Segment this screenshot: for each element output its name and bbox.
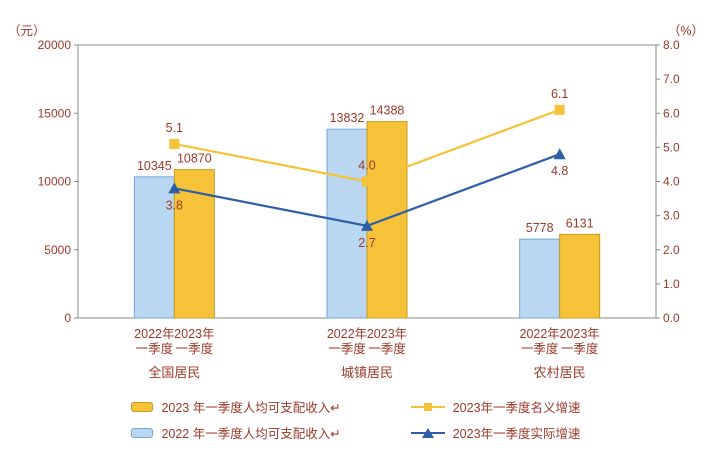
triangle-marker-icon xyxy=(168,182,181,194)
legend-item-real-growth: 2023年一季度实际增速 xyxy=(410,423,581,442)
bar-value-label: 6131 xyxy=(566,216,594,230)
legend-item-2023-income: 2023 年一季度人均可支配收入↵ xyxy=(131,397,341,416)
triangle-marker-icon xyxy=(553,148,566,160)
left-tick-label: 20000 xyxy=(38,38,72,52)
legend-label: 2022 年一季度人均可支配收入↵ xyxy=(161,427,341,441)
bar-2022-0 xyxy=(133,176,175,319)
bar-2023-1 xyxy=(366,121,408,319)
right-tick-label: 8.0 xyxy=(663,38,680,52)
group-label: 全国居民 xyxy=(148,365,200,380)
bar-value-label: 10870 xyxy=(177,152,212,166)
legend-item-2022-income: 2022 年一季度人均可支配收入↵ xyxy=(131,423,341,442)
right-tick-label: 1.0 xyxy=(663,277,680,291)
x-tick-label: 2023年一季度 xyxy=(174,327,214,356)
right-tick-label: 0.0 xyxy=(663,311,680,325)
bar-2022-2 xyxy=(519,238,561,319)
bar-value-label: 13832 xyxy=(330,111,365,125)
legend: 2023 年一季度人均可支配收入↵ 2022 年一季度人均可支配收入↵ 2023… xyxy=(0,397,712,442)
line-value-label: 2.7 xyxy=(358,236,375,250)
bar-2023-swatch-icon xyxy=(131,401,154,412)
left-tick-label: 5000 xyxy=(44,243,71,257)
income-growth-chart: 0 5000 10000 15000 20000 0.0 1.0 2.0 3.0 4.0 5.0 6.… xyxy=(38,38,680,380)
group-label: 农村居民 xyxy=(534,365,586,380)
bar-2023-2 xyxy=(559,233,601,319)
x-tick-label: 2022年一季度 xyxy=(520,327,560,356)
bar-value-label: 10345 xyxy=(137,159,172,173)
right-tick-label: 3.0 xyxy=(663,209,680,223)
x-tick-label: 2023年一季度 xyxy=(560,327,600,356)
bar-value-label: 5778 xyxy=(526,221,554,235)
line-value-label: 6.1 xyxy=(551,87,568,101)
x-tick-label: 2022年一季度 xyxy=(134,327,174,356)
right-tick-label: 7.0 xyxy=(663,72,680,86)
right-tick-label: 5.0 xyxy=(663,140,680,154)
right-tick-label: 2.0 xyxy=(663,243,680,257)
legend-label: 2023年一季度实际增速 xyxy=(452,427,581,441)
right-tick-label: 6.0 xyxy=(663,106,680,120)
legend-label: 2023年一季度名义增速 xyxy=(452,401,581,415)
legend-item-nominal-growth: 2023年一季度名义增速 xyxy=(410,397,581,416)
x-tick-label: 2023年一季度 xyxy=(367,327,407,356)
left-axis-unit: （元） xyxy=(8,24,46,38)
line-square-swatch-icon xyxy=(410,401,445,413)
line-value-label: 3.8 xyxy=(166,198,183,212)
left-tick-label: 0 xyxy=(64,311,71,325)
line-value-label: 4.8 xyxy=(551,164,568,178)
bar-value-label: 14388 xyxy=(370,104,405,118)
right-axis-unit: （%） xyxy=(667,24,704,38)
square-marker-icon xyxy=(362,176,372,187)
triangle-marker-icon xyxy=(361,219,373,231)
x-tick-label: 2022年一季度 xyxy=(327,327,367,356)
bar-2022-swatch-icon xyxy=(131,427,154,438)
right-tick-label: 4.0 xyxy=(663,175,680,189)
group-label: 城镇居民 xyxy=(341,365,393,380)
left-tick-label: 15000 xyxy=(38,106,72,120)
line-value-label: 5.1 xyxy=(166,121,183,135)
line-triangle-swatch-icon xyxy=(410,427,445,439)
legend-col-bars: 2023 年一季度人均可支配收入↵ 2022 年一季度人均可支配收入↵ xyxy=(131,397,341,442)
legend-col-lines: 2023年一季度名义增速 2023年一季度实际增速 xyxy=(410,397,581,442)
legend-label: 2023 年一季度人均可支配收入↵ xyxy=(161,401,341,415)
left-tick-label: 10000 xyxy=(38,175,72,189)
square-marker-icon xyxy=(554,104,565,115)
line-value-label: 4.0 xyxy=(358,159,375,173)
square-marker-icon xyxy=(169,138,180,149)
